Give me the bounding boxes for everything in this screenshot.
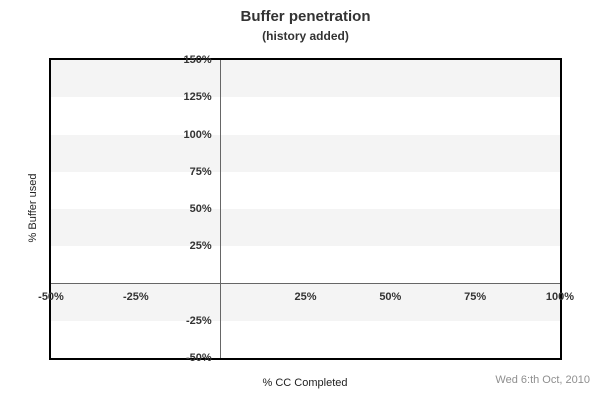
y-tick-label: 125% <box>183 91 212 104</box>
chart-header: Buffer penetration (history added) <box>49 8 562 43</box>
plot-inner: 150% 125% 100% 75% 50% 25% -25% -50% -50% -25% 25%… <box>38 54 574 364</box>
y-tick-label: 100% <box>183 128 212 141</box>
y-tick-label: 25% <box>189 240 212 253</box>
y-zero-axis-line <box>220 60 222 358</box>
chart-title: Buffer penetration <box>240 8 371 25</box>
x-tick-label: 50% <box>379 290 402 303</box>
x-tick-label: 100% <box>545 290 575 303</box>
background-stripe <box>51 209 560 247</box>
y-tick-label: 150% <box>183 54 212 66</box>
x-axis-label: % CC Completed <box>262 377 348 389</box>
y-tick-label: 75% <box>189 165 212 178</box>
background-stripe <box>51 320 560 358</box>
y-tick-label: -25% <box>185 314 212 327</box>
background-stripe <box>51 134 560 172</box>
plot-area: 150% 125% 100% 75% 50% 25% -25% -50% -50% -25% 25%… <box>38 54 574 364</box>
y-axis-label: % Buffer used <box>27 173 39 243</box>
y-tick-label: -50% <box>185 352 212 364</box>
x-tick-label: 75% <box>464 290 487 303</box>
x-tick-label: -50% <box>38 290 64 303</box>
background-stripe <box>51 171 560 209</box>
x-tick-label: 25% <box>294 290 317 303</box>
x-zero-axis-line <box>51 283 560 284</box>
chart-subtitle: (history added) <box>262 29 349 43</box>
background-stripe <box>51 283 560 321</box>
background-stripe <box>51 246 560 284</box>
background-stripe <box>51 97 560 135</box>
date-stamp: Wed 6:th Oct, 2010 <box>495 374 590 386</box>
background-stripe <box>51 60 560 98</box>
y-tick-label: 50% <box>189 203 212 215</box>
x-tick-label: -25% <box>122 290 149 303</box>
